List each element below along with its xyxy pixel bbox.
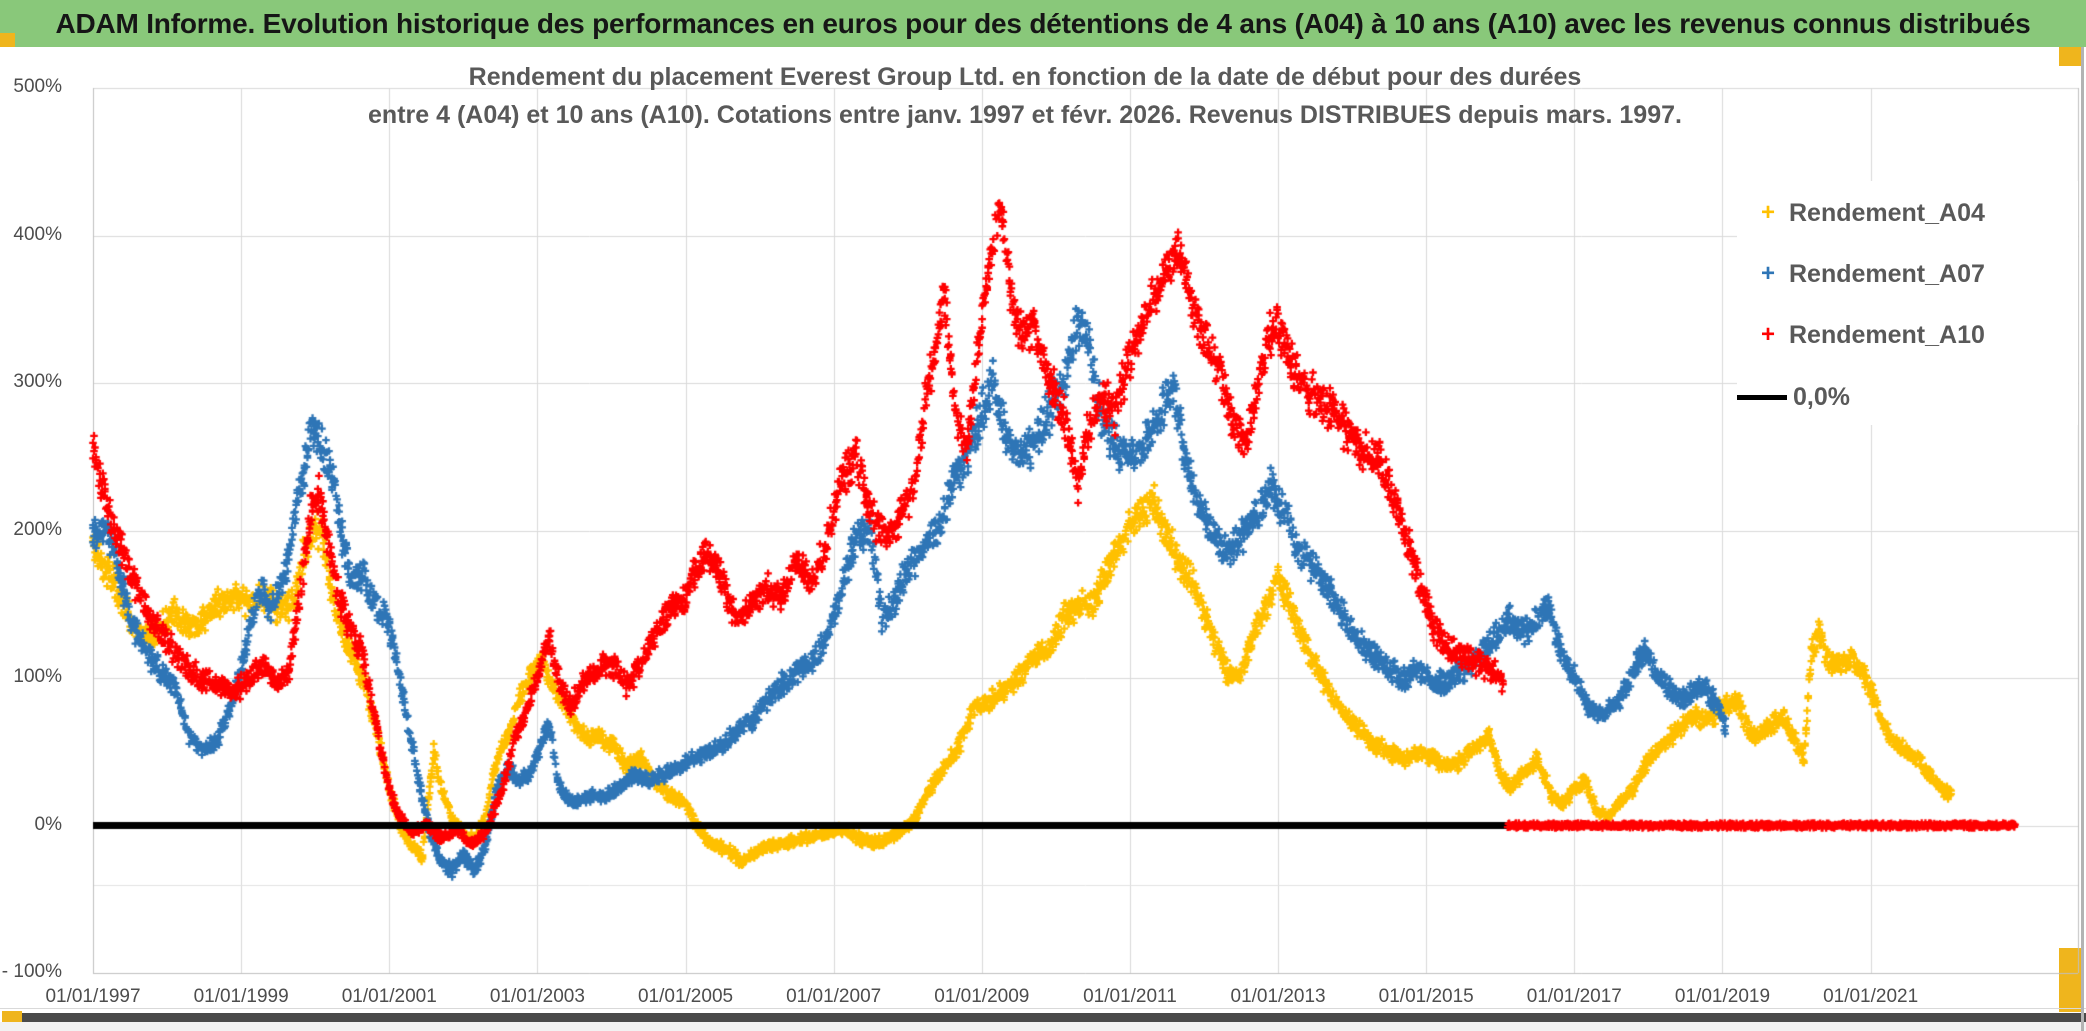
legend-label: Rendement_A10 xyxy=(1789,320,1985,349)
x-axis-label: 01/01/2015 xyxy=(1378,986,1474,1007)
zero-line-icon xyxy=(1737,394,1787,400)
y-axis-label: 300% xyxy=(13,371,62,392)
y-axis-label: 500% xyxy=(13,76,62,97)
legend-label: 0,0% xyxy=(1793,382,1850,411)
legend-item-a10: + Rendement_A10 xyxy=(1737,315,2078,355)
chart-title-line2: entre 4 (A04) et 10 ans (A10). Cotations… xyxy=(368,101,1682,129)
x-axis-label: 01/01/2017 xyxy=(1526,986,1622,1007)
x-axis-label: 01/01/2021 xyxy=(1823,986,1919,1007)
x-axis-label: 01/01/1997 xyxy=(45,986,141,1007)
x-axis-label: 01/01/2001 xyxy=(341,986,437,1007)
x-axis-label: 01/01/2009 xyxy=(934,986,1030,1007)
x-axis-label: 01/01/1999 xyxy=(193,986,289,1007)
y-axis-label: 0% xyxy=(34,813,62,835)
legend-item-zero-line: 0,0% xyxy=(1737,377,2078,417)
bottom-margin xyxy=(0,1022,2086,1031)
plus-marker-icon: + xyxy=(1760,260,1775,287)
divider-line xyxy=(0,1008,2086,1009)
y-axis-label: 200% xyxy=(13,518,62,540)
legend-label: Rendement_A04 xyxy=(1789,198,1985,227)
x-axis-label: 01/01/2007 xyxy=(786,986,882,1007)
legend-label: Rendement_A07 xyxy=(1789,259,1985,288)
x-axis-label: 01/01/2019 xyxy=(1674,986,1771,1007)
plus-marker-icon: + xyxy=(1760,199,1775,226)
legend[interactable]: + Rendement_A04 + Rendement_A07 + Rendem… xyxy=(1737,181,2078,425)
y-axis-label: 100% xyxy=(13,666,62,687)
chart-title: Rendement du placement Everest Group Ltd… xyxy=(300,58,1750,134)
legend-item-a04: + Rendement_A04 xyxy=(1737,193,2078,233)
x-axis-label: 01/01/2011 xyxy=(1083,986,1177,1007)
x-axis-label: 01/01/2003 xyxy=(489,986,585,1007)
y-axis-label: 400% xyxy=(13,223,62,245)
legend-item-a07: + Rendement_A07 xyxy=(1737,254,2078,294)
chart-title-line1: Rendement du placement Everest Group Ltd… xyxy=(468,63,1582,91)
plus-marker-icon: + xyxy=(1760,321,1775,348)
x-axis-label: 01/01/2005 xyxy=(637,986,734,1007)
y-axis-label: - 100% xyxy=(1,961,62,982)
x-axis-label: 01/01/2013 xyxy=(1230,986,1326,1007)
bottom-bar xyxy=(22,1013,2086,1022)
window-right-border xyxy=(2081,47,2084,1031)
